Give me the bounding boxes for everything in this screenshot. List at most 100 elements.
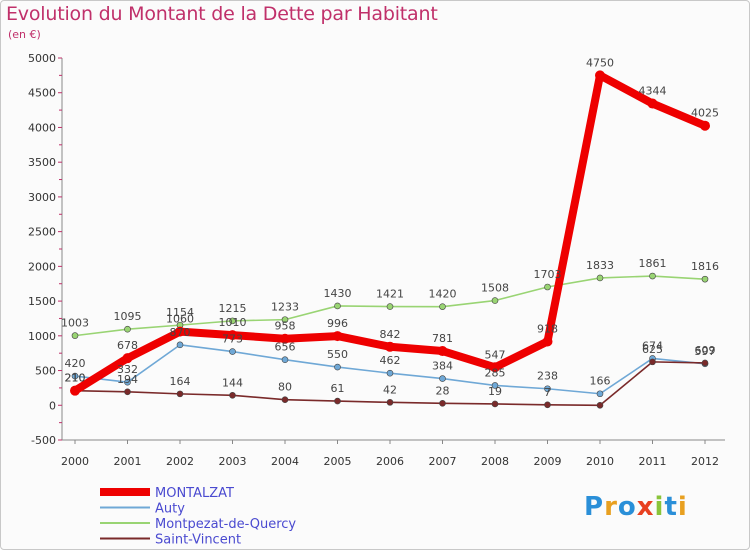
data-label: 80 <box>278 381 292 394</box>
data-point <box>227 330 238 341</box>
x-tick-label: 2005 <box>324 455 352 468</box>
data-point <box>386 399 394 406</box>
data-label: 285 <box>485 366 506 379</box>
y-tick-label: 1500 <box>28 295 56 308</box>
data-point <box>491 382 499 389</box>
data-label: 1010 <box>219 316 247 329</box>
data-label: 210 <box>65 372 86 385</box>
legend-label: Auty <box>155 502 185 517</box>
x-tick-label: 2006 <box>376 455 404 468</box>
data-label: 1430 <box>324 287 352 300</box>
data-point <box>229 317 236 325</box>
y-tick-label: 2500 <box>28 226 56 239</box>
data-point <box>124 388 131 396</box>
y-tick-label: 0 <box>49 399 56 412</box>
data-label: 420 <box>65 357 86 370</box>
data-label: 210 <box>65 372 86 385</box>
proxiti-logo: Proxiti <box>584 492 688 522</box>
x-tick-label: 2008 <box>481 455 509 468</box>
data-label: 1861 <box>639 257 667 270</box>
data-label: 1508 <box>481 282 509 295</box>
data-label: 144 <box>222 376 243 389</box>
data-label: 1703 <box>534 268 562 281</box>
data-labels: 1003 1095 1154 1215 1233 1430 1421 1420 1508 1703… <box>61 56 719 398</box>
data-label: 164 <box>170 375 191 388</box>
data-point <box>701 359 709 367</box>
data-label: 1420 <box>429 288 457 301</box>
data-point <box>595 70 605 81</box>
data-point <box>386 369 394 377</box>
data-label: 656 <box>275 341 296 354</box>
data-point <box>122 353 133 364</box>
data-point <box>491 400 499 408</box>
data-label: 918 <box>537 323 558 336</box>
y-tick-label: -500 <box>31 434 56 447</box>
data-point <box>596 401 604 409</box>
data-point <box>544 283 551 291</box>
data-point <box>334 363 341 371</box>
data-point <box>544 385 551 393</box>
data-label: 609 <box>695 344 716 357</box>
data-point <box>647 98 658 109</box>
logo-letter: x <box>636 492 655 522</box>
data-label: 1003 <box>61 317 89 330</box>
data-label: 42 <box>383 383 397 396</box>
data-label: 61 <box>331 382 345 395</box>
data-label: 166 <box>590 375 611 388</box>
data-label: 4750 <box>586 56 614 69</box>
legend-label: Saint-Vincent <box>155 533 241 548</box>
data-point <box>332 331 343 342</box>
data-point <box>280 333 290 344</box>
data-label: 625 <box>642 343 663 356</box>
data-point <box>596 274 604 282</box>
series-lines <box>70 70 710 409</box>
data-label: 996 <box>327 317 348 330</box>
data-label: 674 <box>642 339 663 352</box>
data-label: 1060 <box>166 313 194 326</box>
data-point <box>437 346 448 357</box>
x-tick-label: 2007 <box>429 455 457 468</box>
y-tick-label: 5000 <box>28 52 56 65</box>
data-point <box>71 372 79 380</box>
x-tick-label: 2002 <box>166 455 194 468</box>
data-label: 384 <box>432 360 453 373</box>
data-label: 1421 <box>376 288 404 301</box>
y-tick-label: 3500 <box>28 156 56 169</box>
data-point <box>70 385 80 396</box>
axes: -500 0 500 1000 1500 2000 2500 3000 3500 4000 4500… <box>28 52 725 468</box>
data-point <box>491 297 499 304</box>
data-point <box>701 275 709 283</box>
data-label: 4025 <box>691 107 719 120</box>
logo-letter: i <box>654 492 665 522</box>
data-label: 194 <box>117 373 138 386</box>
x-tick-label: 2001 <box>114 455 142 468</box>
data-label: 462 <box>380 354 401 367</box>
data-label: 958 <box>275 320 296 333</box>
x-tick-label: 2004 <box>271 455 299 468</box>
x-tick-label: 2009 <box>534 455 562 468</box>
data-label: 4344 <box>639 85 667 98</box>
y-tick-label: 4500 <box>28 87 56 100</box>
data-point <box>176 390 184 398</box>
data-point <box>596 390 604 398</box>
logo-letter: o <box>617 492 637 522</box>
legend-label: MONTALZAT <box>155 486 234 501</box>
data-point <box>439 375 446 382</box>
data-point <box>281 316 289 323</box>
data-label: 7 <box>544 386 551 399</box>
data-point <box>386 303 394 310</box>
data-label: 1215 <box>219 302 247 315</box>
data-label: 773 <box>222 333 243 346</box>
data-label: 781 <box>432 332 453 345</box>
data-point <box>334 397 341 405</box>
data-point <box>649 358 656 366</box>
data-label: 1816 <box>691 260 719 273</box>
y-tick-label: 2000 <box>28 260 56 273</box>
data-label: 1833 <box>586 259 614 272</box>
x-tick-label: 2000 <box>61 455 89 468</box>
x-tick-label: 2003 <box>219 455 247 468</box>
data-label: 332 <box>117 363 138 376</box>
x-tick-label: 2010 <box>586 455 614 468</box>
logo-letter: r <box>604 492 618 522</box>
